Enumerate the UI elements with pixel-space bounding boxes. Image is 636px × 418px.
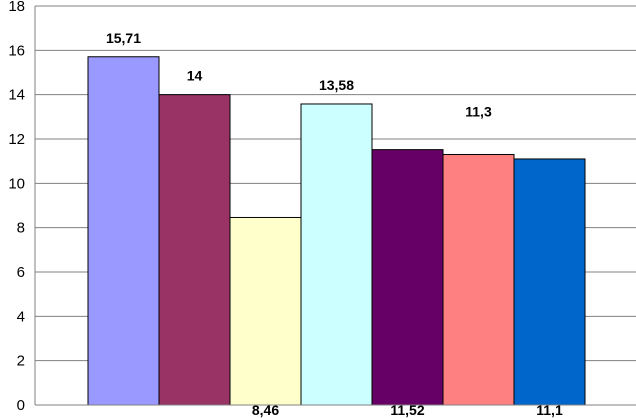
y-tick-label-7: 14: [8, 87, 25, 104]
bar-3: [229, 216, 302, 406]
data-label-7: 11,1: [536, 402, 563, 418]
y-tick-label-6: 12: [8, 131, 25, 148]
y-tick-label-5: 10: [8, 175, 25, 192]
bar-2: [158, 94, 231, 406]
bar-4: [300, 103, 373, 406]
y-tick-label-1: 2: [17, 353, 25, 370]
y-tick-label-4: 8: [17, 220, 25, 237]
data-labels: 15,71 14 8,46 13,58 11,52 11,3 11,1: [106, 30, 563, 418]
data-label-1: 15,71: [106, 30, 141, 46]
data-label-6: 11,3: [465, 104, 492, 120]
y-tick-label-0: 0: [17, 397, 25, 414]
data-label-3: 8,46: [252, 402, 279, 418]
data-label-2: 14: [187, 68, 203, 84]
y-tick-label-3: 6: [17, 264, 25, 281]
y-tick-label-9: 18: [8, 0, 25, 15]
data-label-5: 11,52: [390, 402, 424, 418]
y-tick-label-2: 4: [17, 308, 25, 325]
y-axis-tick-labels: 0 2 4 6 8 10 12 14 16 18: [8, 0, 25, 414]
bar-5: [371, 149, 444, 406]
y-tick-label-8: 16: [8, 42, 25, 59]
bar-1: [87, 56, 160, 406]
bar-7: [513, 158, 586, 406]
bars: [87, 56, 586, 406]
bar-6: [442, 154, 515, 406]
data-label-4: 13,58: [319, 77, 354, 93]
